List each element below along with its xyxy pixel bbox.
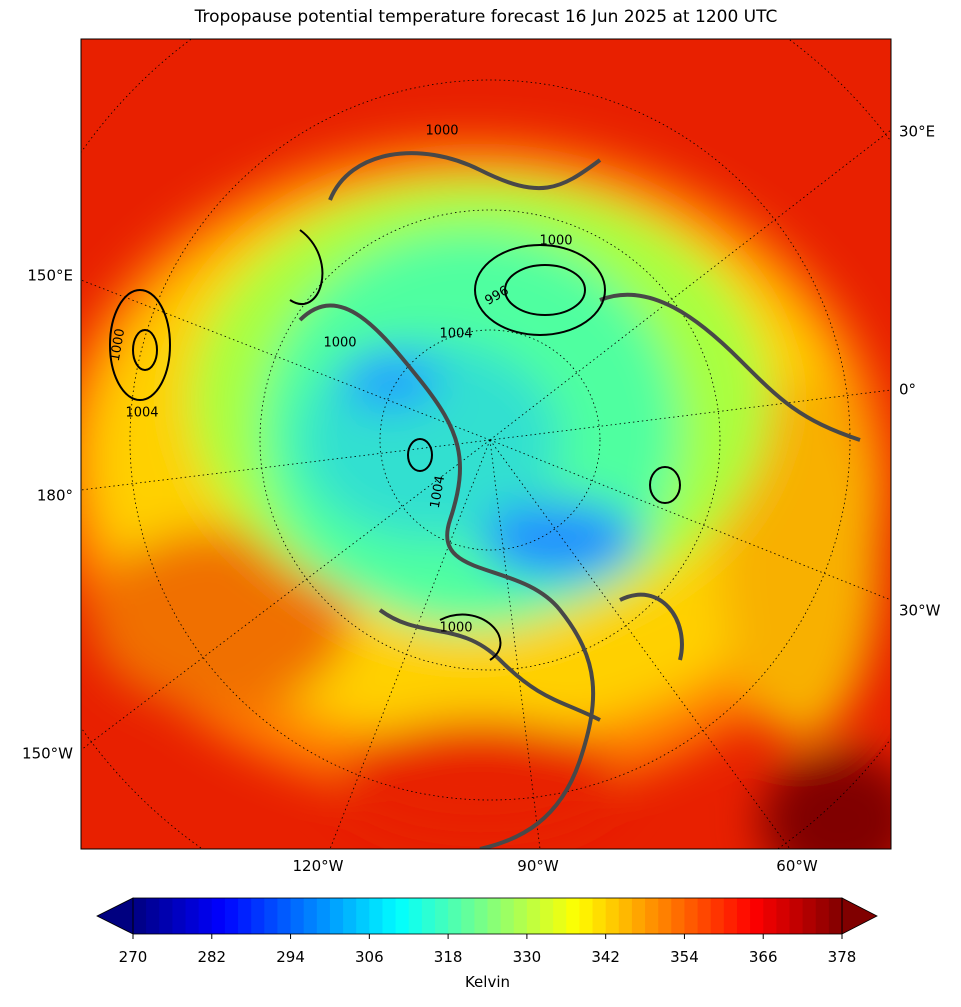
colorbar-tick-label: 282	[197, 948, 226, 966]
colorbar-segment	[395, 898, 410, 934]
colorbar-segment	[316, 898, 331, 934]
colorbar-segment	[172, 898, 187, 934]
colorbar-segment	[710, 898, 725, 934]
colorbar-segment	[211, 898, 226, 934]
colorbar-segment	[736, 898, 751, 934]
colorbar-segment	[631, 898, 646, 934]
colorbar-segment	[369, 898, 383, 934]
colorbar-tick-label: 330	[513, 948, 542, 966]
colorbar-segment	[474, 898, 488, 934]
colorbar-segment	[251, 898, 265, 934]
colorbar-segment	[828, 898, 843, 934]
colorbar-tick-label: 366	[749, 948, 778, 966]
colorbar-segment	[356, 898, 370, 934]
contour-label: 1004	[125, 406, 158, 421]
colorbar-segment	[146, 898, 160, 934]
contour-label: 1000	[425, 124, 458, 139]
colorbar-tick-label: 354	[670, 948, 699, 966]
colorbar-segment	[763, 898, 777, 934]
colorbar-segment	[500, 898, 515, 934]
contour-label: 1000	[439, 621, 472, 636]
colorbar-frame	[132, 897, 843, 935]
colorbar-tick-label: 342	[591, 948, 620, 966]
lon-label: 30°E	[899, 123, 935, 141]
colorbar-segment	[526, 898, 541, 934]
colorbar-label: Kelvin	[465, 973, 510, 991]
colorbar-extend-high	[841, 897, 878, 935]
title: Tropopause potential temperature forecas…	[194, 7, 778, 27]
colorbar-segment	[238, 898, 252, 934]
contour-label: 1000	[108, 327, 129, 362]
colorbar-segment	[343, 898, 357, 934]
colorbar-tick-label: 378	[828, 948, 857, 966]
colorbar-segment	[802, 898, 817, 934]
colorbar-segment	[408, 898, 423, 934]
lon-label: 30°W	[899, 602, 941, 620]
colorbar-extend-low	[96, 897, 134, 935]
colorbar-segment	[290, 898, 305, 934]
colorbar-segment	[277, 898, 292, 934]
lon-label: 0°	[899, 381, 916, 399]
colorbar-segment	[776, 898, 790, 934]
colorbar-tick-label: 270	[119, 948, 148, 966]
colorbar-segment	[133, 898, 147, 934]
colorbar-segment	[159, 898, 173, 934]
colorbar-segment	[658, 898, 672, 934]
colorbar-segment	[605, 898, 620, 934]
colorbar-segment	[185, 898, 200, 934]
colorbar-segment	[750, 898, 764, 934]
map	[81, 39, 891, 849]
colorbar-segment	[540, 898, 554, 934]
colorbar-segment	[224, 898, 239, 934]
lon-label: 120°W	[293, 857, 344, 875]
lon-label: 150°E	[27, 267, 73, 285]
map-frame	[80, 38, 892, 850]
contour-label: 1000	[323, 336, 356, 351]
contour-label: 1000	[539, 234, 572, 249]
colorbar-segment	[329, 898, 344, 934]
colorbar-segment	[448, 898, 462, 934]
contour-label: 1004	[439, 327, 472, 342]
colorbar-segment	[421, 898, 436, 934]
colorbar-segment	[198, 898, 213, 934]
colorbar-segment	[645, 898, 659, 934]
lon-label: 90°W	[517, 857, 559, 875]
colorbar-segment	[618, 898, 633, 934]
colorbar-segment	[684, 898, 699, 934]
colorbar-segment	[434, 898, 449, 934]
colorbar-segment	[487, 898, 502, 934]
colorbar-segment	[671, 898, 685, 934]
lon-label: 150°W	[22, 745, 73, 763]
colorbar-segment	[579, 898, 594, 934]
contour-label: 1004	[428, 474, 449, 509]
colorbar-tick-label: 306	[355, 948, 384, 966]
colorbar-tick-label: 294	[276, 948, 305, 966]
colorbar-segment	[592, 898, 607, 934]
colorbar-segment	[513, 898, 528, 934]
colorbar-tick-label: 318	[434, 948, 463, 966]
colorbar-segment	[553, 898, 567, 934]
colorbar-segment	[789, 898, 804, 934]
lon-label: 180°	[37, 487, 73, 505]
colorbar-segment	[382, 898, 397, 934]
colorbar-segment	[815, 898, 830, 934]
colorbar-segment	[566, 898, 580, 934]
colorbar-segment	[303, 898, 318, 934]
colorbar-segment	[723, 898, 738, 934]
lon-label: 60°W	[776, 857, 818, 875]
colorbar-segment	[264, 898, 278, 934]
colorbar-segment	[697, 898, 712, 934]
colorbar-segment	[461, 898, 475, 934]
